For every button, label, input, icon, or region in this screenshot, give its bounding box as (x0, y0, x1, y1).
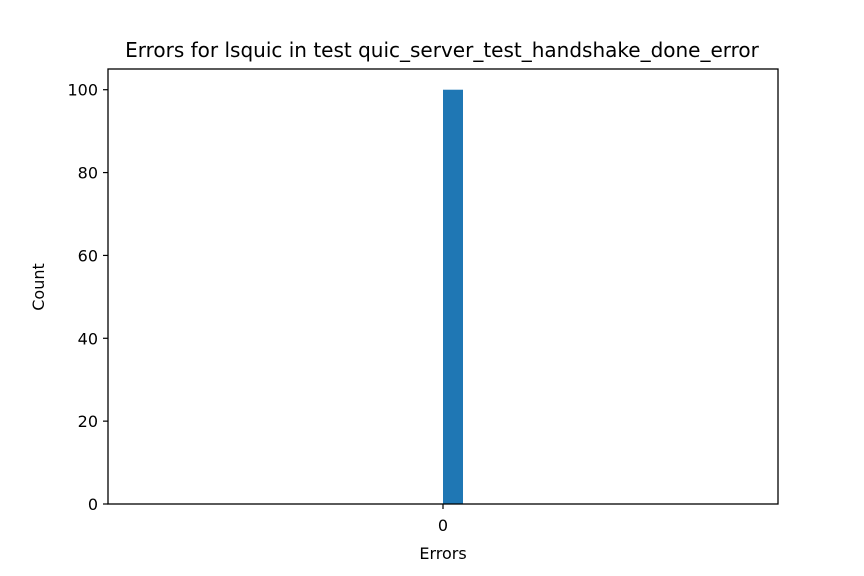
y-axis-label: Count (29, 263, 48, 311)
y-tick-label-0: 0 (88, 495, 98, 514)
plot-frame (107, 68, 779, 505)
bars-group (443, 89, 463, 504)
x-tick-label-0: 0 (438, 516, 448, 535)
bar-0 (443, 89, 463, 504)
y-tick-label-20: 20 (78, 412, 98, 431)
y-axis-ticks: 0 20 40 60 80 100 (67, 81, 108, 514)
x-axis-label: Errors (419, 544, 466, 563)
chart-title: Errors for lsquic in test quic_server_te… (125, 38, 760, 62)
y-tick-label-80: 80 (78, 164, 98, 183)
y-tick-label-60: 60 (78, 246, 98, 265)
y-tick-label-40: 40 (78, 329, 98, 348)
x-axis-ticks: 0 (438, 504, 448, 535)
y-tick-label-100: 100 (67, 81, 98, 100)
